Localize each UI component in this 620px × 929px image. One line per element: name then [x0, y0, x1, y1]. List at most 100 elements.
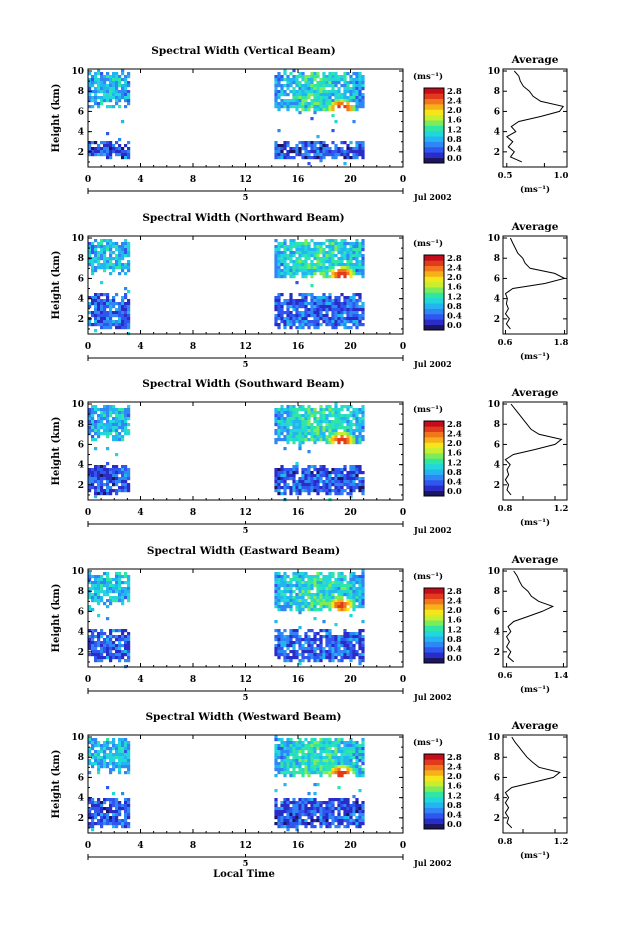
heatmap-cell — [352, 465, 356, 469]
heatmap-cell — [310, 93, 314, 97]
heatmap-cell — [292, 765, 296, 769]
heatmap-cell — [310, 822, 314, 826]
heatmap-cell — [301, 480, 305, 484]
heatmap-cell — [307, 798, 311, 802]
heatmap-cell — [316, 816, 320, 820]
heatmap-cell — [298, 599, 302, 603]
heatmap-cell — [292, 813, 296, 817]
heatmap-cell — [304, 311, 308, 315]
heatmap-cell — [280, 308, 284, 312]
heatmap-cell — [112, 578, 116, 582]
heatmap-cell — [313, 84, 317, 88]
heatmap-cell — [289, 296, 293, 300]
heatmap-cell — [100, 102, 104, 106]
heatmap-cell — [112, 408, 116, 412]
heatmap-cell — [274, 596, 278, 600]
heatmap-cell — [100, 153, 104, 157]
heatmap-cell — [103, 293, 107, 297]
heatmap-cell — [334, 314, 338, 318]
heatmap-cell — [118, 90, 122, 94]
heatmap-cell — [124, 825, 128, 829]
heatmap-cell — [94, 801, 98, 805]
heatmap-cell — [283, 426, 287, 430]
heatmap-cell — [361, 150, 365, 154]
heatmap-cell — [325, 801, 329, 805]
heatmap-cell — [118, 75, 122, 79]
heatmap-cell — [289, 248, 293, 252]
heatmap-cell — [286, 248, 290, 252]
heatmap-cell — [277, 825, 281, 829]
heatmap-cell — [301, 596, 305, 600]
heatmap-cell — [274, 105, 278, 109]
heatmap-cell — [301, 744, 305, 748]
heatmap-cell — [277, 650, 281, 654]
heatmap-cell — [103, 801, 107, 805]
heatmap-cell — [118, 105, 122, 109]
heatmap-cell — [319, 242, 323, 246]
heatmap-cell — [106, 756, 110, 760]
colorbar: 0.00.40.81.21.62.02.42.8 — [423, 254, 462, 331]
heatmap-cell — [298, 260, 302, 264]
heatmap-cell — [331, 90, 335, 94]
heatmap-cell — [88, 647, 92, 651]
heatmap-cell — [283, 489, 287, 493]
heatmap-cell — [355, 156, 359, 160]
heatmap-cell — [316, 156, 320, 160]
heatmap-cell — [286, 435, 290, 439]
heatmap-cell — [103, 99, 107, 103]
heatmap-cell — [331, 242, 335, 246]
heatmap-cell — [112, 647, 116, 651]
heatmap-cell — [316, 768, 320, 772]
date-tick-label: 5 — [243, 192, 249, 202]
colorbar-swatch — [424, 490, 444, 497]
heatmap-cell — [358, 105, 362, 109]
x-tick-label: 8 — [190, 508, 196, 518]
heatmap-cell — [127, 647, 131, 651]
heatmap-cell — [358, 263, 362, 267]
heatmap-cell — [343, 326, 347, 330]
heatmap-cell — [106, 435, 110, 439]
heatmap-cell — [307, 768, 311, 772]
heatmap-cell — [298, 486, 302, 490]
heatmap-cell — [316, 317, 320, 321]
heatmap-cell — [331, 266, 335, 270]
heatmap-cell — [292, 483, 296, 487]
heatmap-cell — [334, 305, 338, 309]
heatmap-cell — [346, 819, 350, 823]
heatmap-cell — [274, 78, 278, 82]
heatmap-cell — [118, 260, 122, 264]
heatmap-cell — [298, 738, 302, 742]
heatmap-cell — [337, 317, 341, 321]
heatmap-cell — [331, 251, 335, 255]
heatmap-cell — [106, 786, 110, 790]
heatmap-cell — [361, 650, 365, 654]
heatmap-cell — [292, 435, 296, 439]
heatmap-cell — [277, 269, 281, 273]
heatmap-cell — [295, 299, 299, 303]
heatmap-cell — [91, 311, 95, 315]
heatmap-cell — [112, 105, 116, 109]
heatmap-cell — [331, 432, 335, 436]
heatmap-cell — [310, 825, 314, 829]
heatmap-cell — [280, 647, 284, 651]
colorbar-unit: (ms⁻¹) — [413, 404, 443, 415]
heatmap-cell — [280, 816, 284, 820]
heatmap-cell — [307, 314, 311, 318]
heatmap-cell — [346, 635, 350, 639]
profile-y-tick-label: 6 — [494, 107, 500, 117]
heatmap-cell — [334, 242, 338, 246]
heatmap-cell — [292, 432, 296, 436]
heatmap-cell — [274, 765, 278, 769]
heatmap-cell — [313, 408, 317, 412]
heatmap-cell — [328, 575, 332, 579]
heatmap-cell — [346, 408, 350, 412]
heatmap-cell — [274, 650, 278, 654]
heatmap-cell — [343, 644, 347, 648]
heatmap-cell — [91, 105, 95, 109]
heatmap-cell — [295, 105, 299, 109]
heatmap-cell — [349, 816, 353, 820]
heatmap-cell — [286, 102, 290, 106]
heatmap-cell — [340, 257, 344, 261]
heatmap-cell — [304, 747, 308, 751]
heatmap-cell — [91, 468, 95, 472]
